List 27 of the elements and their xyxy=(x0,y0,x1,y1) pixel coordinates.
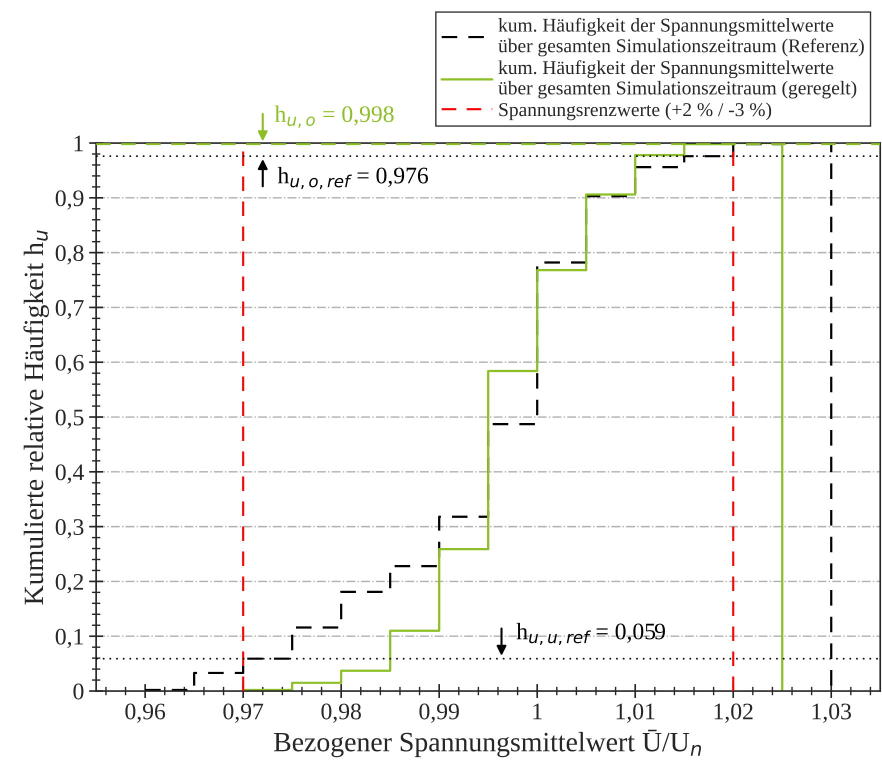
legend-label: Spannungsrenzwerte (+2 % / -3 %) xyxy=(499,102,772,120)
y-tick-label: 0,3 xyxy=(56,519,84,538)
y-tick-label: 0,4 xyxy=(56,464,84,484)
y-tick-label: 0,5 xyxy=(56,410,84,429)
annotation: h$_{u,o,ref}$ = 0,976 xyxy=(278,166,428,190)
y-tick-label: 0,9 xyxy=(56,190,84,210)
legend-label: kum. Häufigkeit der Spannungsmittelwerte über gesamten Simulationszeitraum (geregelt) xyxy=(498,60,856,99)
legend-label: kum. Häufigkeit der Spannungsmittelwerte über gesamten Simulationszeitraum (Referenz) xyxy=(498,18,864,56)
y-tick-label: 0 xyxy=(73,684,84,700)
x-tick-label: 1 xyxy=(533,704,542,720)
x-tick-label: 0,98 xyxy=(321,704,361,723)
annotation: h$_{u,o}$ = 0,998 xyxy=(274,106,394,128)
x-tick-label: 0,97 xyxy=(223,704,264,723)
y-tick-label: 0,6 xyxy=(56,354,84,374)
x-tick-label: 1,02 xyxy=(714,704,753,723)
x-tick-label: 0,99 xyxy=(419,704,459,723)
x-tick-label: 0,96 xyxy=(125,704,166,723)
y-tick-label: 0,7 xyxy=(56,300,84,320)
x-axis-title: Bezogener Spannungsmittelwert Ū/U$_{n}$ xyxy=(274,730,702,758)
y-axis-title: Kumulierte relative Häufigkeit h$_{u}$ xyxy=(23,230,49,605)
x-tick-label: 1,01 xyxy=(616,704,654,723)
y-tick-label: 1 xyxy=(74,136,83,152)
y-tick-label: 0,1 xyxy=(56,628,83,648)
annotation: h$_{u,u,ref}$ = 0,059 xyxy=(516,622,665,645)
y-tick-label: 0,8 xyxy=(56,245,84,264)
y-tick-label: 0,2 xyxy=(56,574,84,594)
x-tick-label: 1,03 xyxy=(812,704,851,723)
